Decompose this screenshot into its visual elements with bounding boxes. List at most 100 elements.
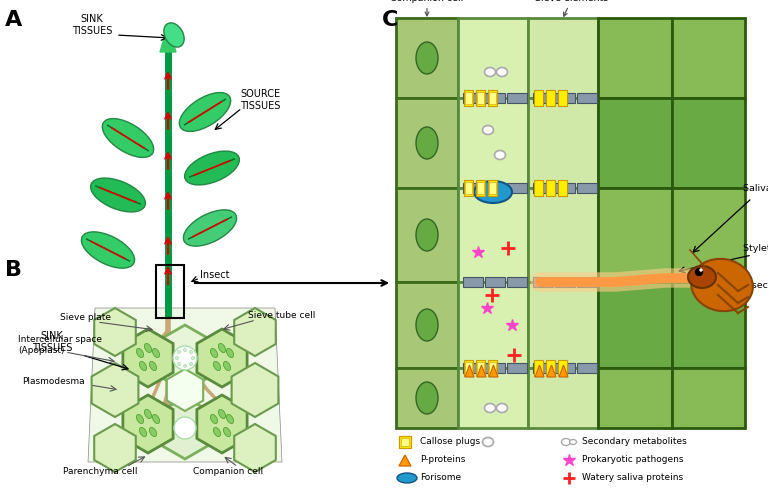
Polygon shape: [477, 365, 486, 377]
Ellipse shape: [485, 67, 495, 76]
Text: P-proteins: P-proteins: [420, 456, 465, 465]
Text: Insect: Insect: [200, 270, 230, 280]
Bar: [476, 180, 485, 196]
Bar: [488, 180, 497, 196]
Bar: [458, 98, 528, 188]
Polygon shape: [91, 363, 138, 417]
Polygon shape: [123, 329, 173, 387]
Bar: [156, 265, 184, 318]
Bar: [458, 188, 528, 282]
Bar: [558, 90, 567, 106]
Ellipse shape: [177, 362, 180, 365]
Bar: [396, 368, 458, 428]
Ellipse shape: [173, 346, 197, 370]
Bar: [477, 92, 484, 104]
Ellipse shape: [210, 414, 217, 424]
Bar: [672, 368, 745, 428]
Bar: [396, 98, 458, 188]
Bar: [528, 18, 598, 98]
Ellipse shape: [496, 404, 508, 413]
Polygon shape: [399, 455, 411, 466]
Bar: [507, 277, 527, 287]
Bar: [507, 183, 527, 193]
Bar: [533, 277, 553, 287]
Ellipse shape: [416, 219, 438, 251]
Ellipse shape: [137, 348, 144, 358]
Polygon shape: [197, 329, 247, 387]
Ellipse shape: [152, 414, 160, 424]
Ellipse shape: [179, 93, 230, 131]
Bar: [465, 362, 472, 374]
Bar: [672, 282, 745, 368]
Bar: [533, 93, 553, 103]
Polygon shape: [547, 365, 556, 377]
Bar: [555, 277, 575, 287]
Ellipse shape: [561, 439, 571, 446]
Bar: [458, 18, 528, 98]
Bar: [546, 180, 555, 196]
Ellipse shape: [416, 382, 438, 414]
Bar: [528, 282, 598, 368]
Bar: [555, 183, 575, 193]
Bar: [463, 363, 483, 373]
Text: Plasmodesma: Plasmodesma: [22, 378, 84, 387]
Ellipse shape: [140, 361, 147, 371]
Ellipse shape: [218, 343, 226, 353]
Bar: [489, 362, 496, 374]
Bar: [528, 188, 598, 282]
Bar: [555, 363, 575, 373]
Bar: [577, 277, 597, 287]
Polygon shape: [123, 395, 173, 453]
Bar: [598, 188, 672, 282]
Bar: [558, 180, 567, 196]
Ellipse shape: [496, 67, 508, 76]
Ellipse shape: [485, 404, 495, 413]
Polygon shape: [234, 424, 276, 472]
Bar: [458, 368, 528, 428]
Ellipse shape: [691, 259, 753, 311]
Ellipse shape: [102, 119, 154, 157]
Bar: [464, 360, 473, 376]
Bar: [577, 183, 597, 193]
Ellipse shape: [214, 361, 220, 371]
Text: C: C: [382, 10, 399, 30]
Ellipse shape: [214, 428, 220, 437]
Text: SINK
TISSUES: SINK TISSUES: [31, 331, 72, 353]
Ellipse shape: [227, 414, 233, 424]
Text: Companion cell: Companion cell: [390, 0, 464, 16]
Bar: [489, 182, 496, 194]
Bar: [534, 180, 543, 196]
Bar: [463, 183, 483, 193]
Polygon shape: [559, 365, 568, 377]
Ellipse shape: [144, 409, 151, 419]
Text: Sieve elements: Sieve elements: [535, 0, 608, 16]
Bar: [476, 90, 485, 106]
Ellipse shape: [152, 348, 160, 358]
Polygon shape: [94, 308, 136, 356]
Bar: [396, 18, 458, 98]
Bar: [672, 98, 745, 188]
Bar: [533, 183, 553, 193]
Text: Companion cell: Companion cell: [193, 468, 263, 477]
Ellipse shape: [137, 414, 144, 424]
Ellipse shape: [81, 232, 134, 268]
Bar: [528, 98, 598, 188]
Bar: [598, 98, 672, 188]
Text: SOURCE
TISSUES: SOURCE TISSUES: [240, 89, 280, 111]
Polygon shape: [88, 308, 282, 462]
Ellipse shape: [696, 268, 703, 275]
Bar: [507, 93, 527, 103]
Bar: [488, 90, 497, 106]
Ellipse shape: [223, 361, 230, 371]
Text: B: B: [5, 260, 22, 280]
Ellipse shape: [140, 428, 147, 437]
Text: Watery saliva proteins: Watery saliva proteins: [582, 474, 683, 483]
Ellipse shape: [700, 269, 702, 271]
Polygon shape: [489, 365, 498, 377]
Bar: [577, 363, 597, 373]
Ellipse shape: [190, 350, 193, 353]
Bar: [534, 360, 543, 376]
Ellipse shape: [91, 178, 145, 212]
Ellipse shape: [218, 409, 226, 419]
Bar: [465, 182, 472, 194]
